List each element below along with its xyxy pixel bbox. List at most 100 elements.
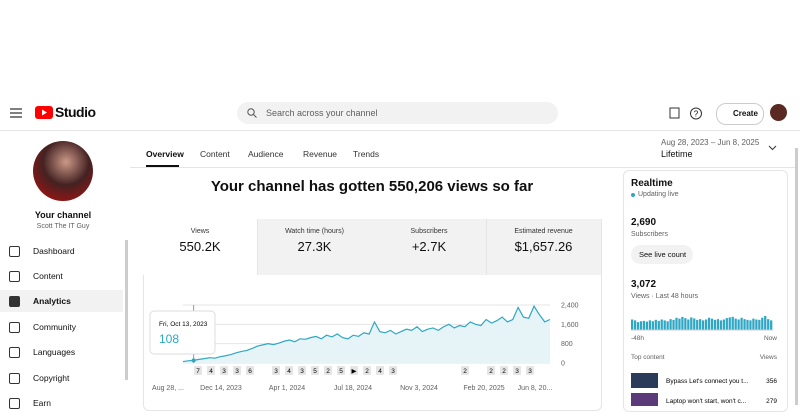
realtime-bar (660, 319, 663, 330)
realtime-bar (678, 318, 681, 330)
realtime-bar (657, 320, 660, 330)
marker-box (461, 366, 469, 375)
realtime-bar (713, 319, 717, 330)
marker-box (285, 366, 293, 375)
realtime-bar (654, 319, 657, 330)
metric-tile[interactable] (257, 219, 373, 275)
marker-label: 3 (300, 368, 304, 375)
views-header: Views (760, 354, 778, 361)
tooltip-date: Fri, Oct 13, 2023 (159, 321, 208, 328)
channel-title: Your channel (34, 210, 92, 220)
realtime-bar (707, 317, 711, 330)
header-icons[interactable]: ? (669, 107, 709, 120)
marker-box (194, 366, 202, 375)
realtime-bar (728, 317, 731, 330)
chart: 0 800 1,600 2,400 Aug 28, ... Dec 14, 2023 Apr… (149, 303, 579, 392)
metric-value: 550.2K (179, 239, 221, 254)
logo-icon (35, 106, 53, 119)
y-tick-label: 0 (561, 361, 565, 368)
realtime-bar (631, 319, 634, 330)
thumbnail (631, 373, 658, 388)
metric-label: Subscribers (410, 228, 448, 235)
marker-box (246, 366, 254, 375)
y-tick-label: 800 (561, 341, 573, 348)
metric-label: Watch time (hours) (285, 228, 344, 235)
nav-icon (9, 373, 20, 384)
realtime-bar (684, 318, 687, 330)
realtime-bar (761, 317, 764, 330)
realtime-bar (693, 318, 696, 330)
tab[interactable]: Content (200, 149, 230, 159)
chevron[interactable] (768, 145, 777, 151)
realtime-bar (725, 318, 728, 330)
item-title: Bypass Let's connect you t... (666, 378, 749, 385)
nav-item[interactable]: Content (33, 271, 63, 281)
account-avatar[interactable] (770, 104, 787, 121)
nav-item[interactable]: Copyright (33, 373, 70, 383)
x-tick-label: Jun 8, 20... (518, 385, 553, 392)
realtime-bar (675, 317, 678, 330)
page-scrollbar (795, 148, 798, 405)
nav-item[interactable]: Languages (33, 347, 76, 357)
realtime-bar (758, 319, 761, 330)
tab[interactable]: Overview (146, 149, 184, 159)
metric-value: $1,657.26 (514, 239, 573, 254)
realtime-bar (722, 319, 725, 330)
realtime-bar (633, 320, 637, 330)
tab[interactable]: Trends (353, 149, 380, 159)
headline: Your channel has gotten 550,206 views so… (210, 178, 534, 195)
realtime-bar (669, 319, 672, 330)
nav-item[interactable]: Analytics (33, 296, 71, 306)
create-label: Create (733, 109, 758, 118)
svg-text:?: ? (694, 110, 699, 119)
realtime-title: Realtime (631, 178, 673, 189)
marker-box (272, 366, 280, 375)
marker-box (220, 366, 228, 375)
date-range[interactable]: Aug 28, 2023 – Jun 8, 2025 (661, 138, 760, 147)
x-tick-label: Jul 18, 2024 (334, 385, 372, 392)
marker-box (324, 366, 332, 375)
metric-tile[interactable] (143, 219, 258, 275)
realtime-bar (737, 319, 740, 330)
nav-icon (9, 246, 20, 257)
marker-label: 4 (378, 368, 382, 375)
x-tick-label: Aug 28, ... (152, 385, 184, 392)
marker-box (350, 366, 358, 375)
metric-tile[interactable] (372, 219, 487, 275)
tooltip-box (149, 310, 216, 355)
live-dot (631, 193, 635, 197)
marker-box (376, 366, 384, 375)
marker-box (526, 366, 534, 375)
axis-start: -48h (631, 335, 644, 342)
subscriber-count: 2,690 (631, 217, 657, 228)
header (0, 100, 800, 131)
nav-item[interactable]: Dashboard (33, 246, 75, 256)
realtime-bar (743, 319, 746, 330)
tab-divider (130, 167, 795, 168)
realtime-bar (699, 319, 702, 330)
nav-item[interactable]: Earn (33, 398, 51, 408)
marker-box (487, 366, 495, 375)
search-box[interactable]: Search across your channel (237, 102, 558, 124)
tab[interactable]: Audience (248, 149, 284, 159)
create-button[interactable]: Create (716, 103, 764, 125)
menu-icon[interactable] (10, 108, 22, 118)
realtime-bar (639, 321, 643, 330)
tooltip-value: 108 (159, 332, 179, 346)
nav-item[interactable]: Community (33, 322, 76, 332)
channel-name: Scott The IT Guy (36, 223, 90, 230)
marker-label: 4 (209, 368, 213, 375)
nav-icon (9, 322, 20, 333)
live-count-button[interactable]: See live count (631, 245, 693, 264)
metric-value: 27.3K (297, 239, 332, 254)
marker-label: 2 (365, 368, 369, 375)
marker-box (363, 366, 371, 375)
nav-icon (9, 398, 20, 409)
metric-tile[interactable] (486, 219, 602, 275)
realtime-bar (764, 316, 767, 330)
tab[interactable]: Revenue (303, 149, 338, 159)
marker-label: 3 (235, 368, 239, 375)
x-tick-label: Nov 3, 2024 (400, 385, 438, 392)
marker-box (233, 366, 241, 375)
item-views: 356 (766, 378, 777, 385)
